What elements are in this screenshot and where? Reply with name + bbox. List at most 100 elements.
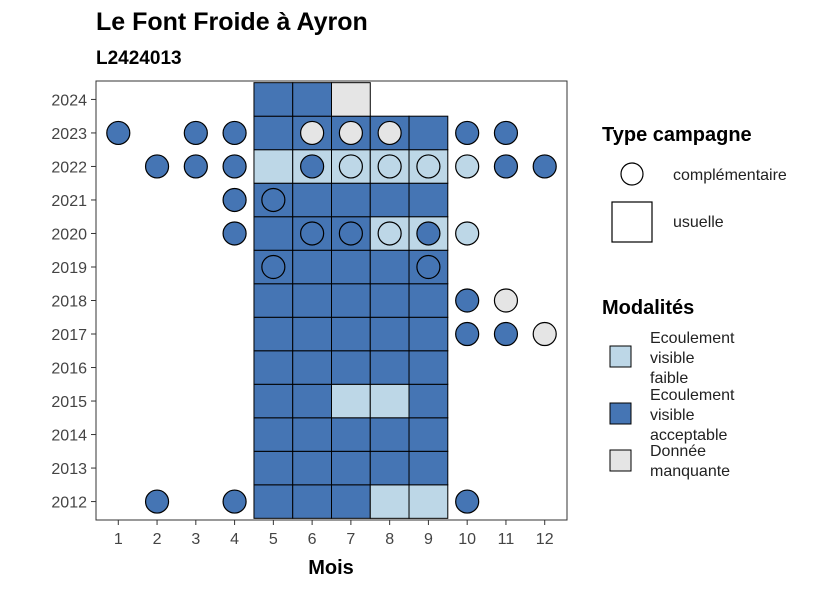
chart-subtitle: L2424013 (96, 48, 182, 69)
point-2019-5 (261, 254, 286, 280)
x-tick-label: 1 (114, 531, 123, 548)
y-axis: 2012 2013 2014 2015 2016 2017 2018 2019 2020 2021… (51, 92, 96, 512)
point-2018-11 (493, 288, 519, 313)
point-2020-7 (338, 221, 363, 246)
tile-2014-6 (292, 417, 332, 452)
x-tick-label: 7 (346, 531, 355, 548)
point-2021-5 (261, 187, 286, 213)
points-layer (106, 120, 557, 514)
legend-label-manquante-1: Donnée (650, 443, 706, 460)
legend-swatch-acceptable (609, 402, 632, 425)
tile-2016-8 (369, 350, 410, 385)
legend-label-acceptable-1: Ecoulement (650, 387, 735, 404)
tile-2017-8 (369, 316, 410, 352)
y-tick-label: 2015 (51, 394, 87, 411)
tiles-layer (253, 82, 449, 519)
point-2022-7 (338, 154, 363, 179)
tile-2014-7 (331, 417, 371, 452)
point-2019-9 (416, 254, 441, 280)
point-2022-4 (222, 154, 247, 179)
tile-2018-5 (253, 283, 294, 318)
tile-2014-5 (253, 417, 294, 452)
x-tick-label: 11 (498, 531, 515, 548)
y-tick-label: 2012 (51, 495, 87, 512)
tile-2015-7 (331, 383, 371, 419)
tile-2021-6 (292, 182, 332, 218)
legend-square-icon (611, 201, 653, 243)
tile-2022-5 (253, 149, 294, 184)
point-2022-10 (455, 154, 480, 179)
point-2023-8 (377, 120, 402, 146)
point-2023-10 (455, 120, 480, 146)
point-2022-12 (532, 154, 557, 179)
point-2023-6 (300, 120, 325, 146)
x-tick-label: 8 (385, 531, 394, 548)
point-2018-10 (455, 288, 480, 313)
x-tick-label: 10 (458, 531, 476, 548)
tile-2018-7 (331, 283, 371, 318)
legend-swatch-manquante (609, 449, 632, 472)
point-2020-10 (455, 221, 480, 246)
y-tick-label: 2019 (51, 260, 87, 277)
tile-2016-7 (331, 350, 371, 385)
legend-label-acceptable-3: acceptable (650, 427, 727, 444)
tile-2012-8 (369, 484, 410, 519)
tile-2013-5 (253, 450, 294, 486)
point-2023-7 (338, 120, 363, 146)
point-2012-10 (455, 489, 480, 514)
tile-2016-6 (292, 350, 332, 385)
tile-2017-9 (408, 316, 449, 352)
tile-2023-5 (253, 115, 294, 151)
tile-2012-6 (292, 484, 332, 519)
tile-2018-6 (292, 283, 332, 318)
x-tick-label: 3 (191, 531, 200, 548)
legend-label-acceptable-2: visible (650, 407, 695, 424)
point-2022-6 (300, 154, 325, 179)
tile-2024-6 (292, 82, 332, 117)
x-tick-label: 12 (536, 531, 554, 548)
tile-2013-9 (408, 450, 449, 486)
tile-2016-5 (253, 350, 294, 385)
x-axis: 1 2 3 4 5 6 7 8 9 10 11 12 (114, 520, 554, 548)
tile-2015-5 (253, 383, 294, 419)
legend-type-title: Type campagne (602, 124, 752, 146)
tile-2014-9 (408, 417, 449, 452)
tile-2019-7 (331, 249, 371, 285)
point-2012-2 (144, 489, 170, 514)
point-2020-6 (300, 221, 325, 246)
x-tick-label: 9 (424, 531, 433, 548)
tile-2024-5 (253, 82, 294, 117)
y-tick-label: 2020 (51, 226, 87, 243)
y-tick-label: 2018 (51, 294, 87, 311)
y-tick-label: 2014 (51, 428, 87, 445)
point-2017-12 (532, 321, 557, 347)
tile-2017-7 (331, 316, 371, 352)
tile-2015-6 (292, 383, 332, 419)
legend-type-usuelle: usuelle (673, 214, 724, 231)
x-tick-label: 5 (269, 531, 278, 548)
plot-area: 1 2 3 4 5 6 7 8 9 10 11 12 201220132014201520162017… (51, 80, 568, 548)
legend-type-campagne: Type campagne complémentaire usuelle (602, 124, 787, 243)
legend-type-complementaire: complémentaire (673, 167, 787, 184)
point-2023-4 (222, 120, 247, 146)
legend-modalites-title: Modalités (602, 297, 694, 319)
tile-2024-7 (331, 82, 371, 117)
point-2020-8 (377, 221, 402, 246)
point-2020-4 (222, 221, 247, 246)
point-2022-8 (377, 154, 402, 179)
x-tick-label: 2 (153, 531, 162, 548)
tile-2016-9 (408, 350, 449, 385)
y-tick-label: 2017 (51, 327, 87, 344)
point-2012-4 (222, 489, 247, 514)
chart-title: Le Font Froide à Ayron (96, 8, 368, 36)
tile-2014-8 (369, 417, 410, 452)
y-tick-label: 2016 (51, 361, 87, 378)
tile-2013-6 (292, 450, 332, 486)
y-tick-label: 2023 (51, 126, 87, 143)
tile-2017-5 (253, 316, 294, 352)
tile-2018-8 (369, 283, 410, 318)
legend-swatch-faible (609, 345, 632, 368)
point-2020-9 (416, 221, 441, 246)
legend-label-manquante-2: manquante (650, 463, 730, 480)
